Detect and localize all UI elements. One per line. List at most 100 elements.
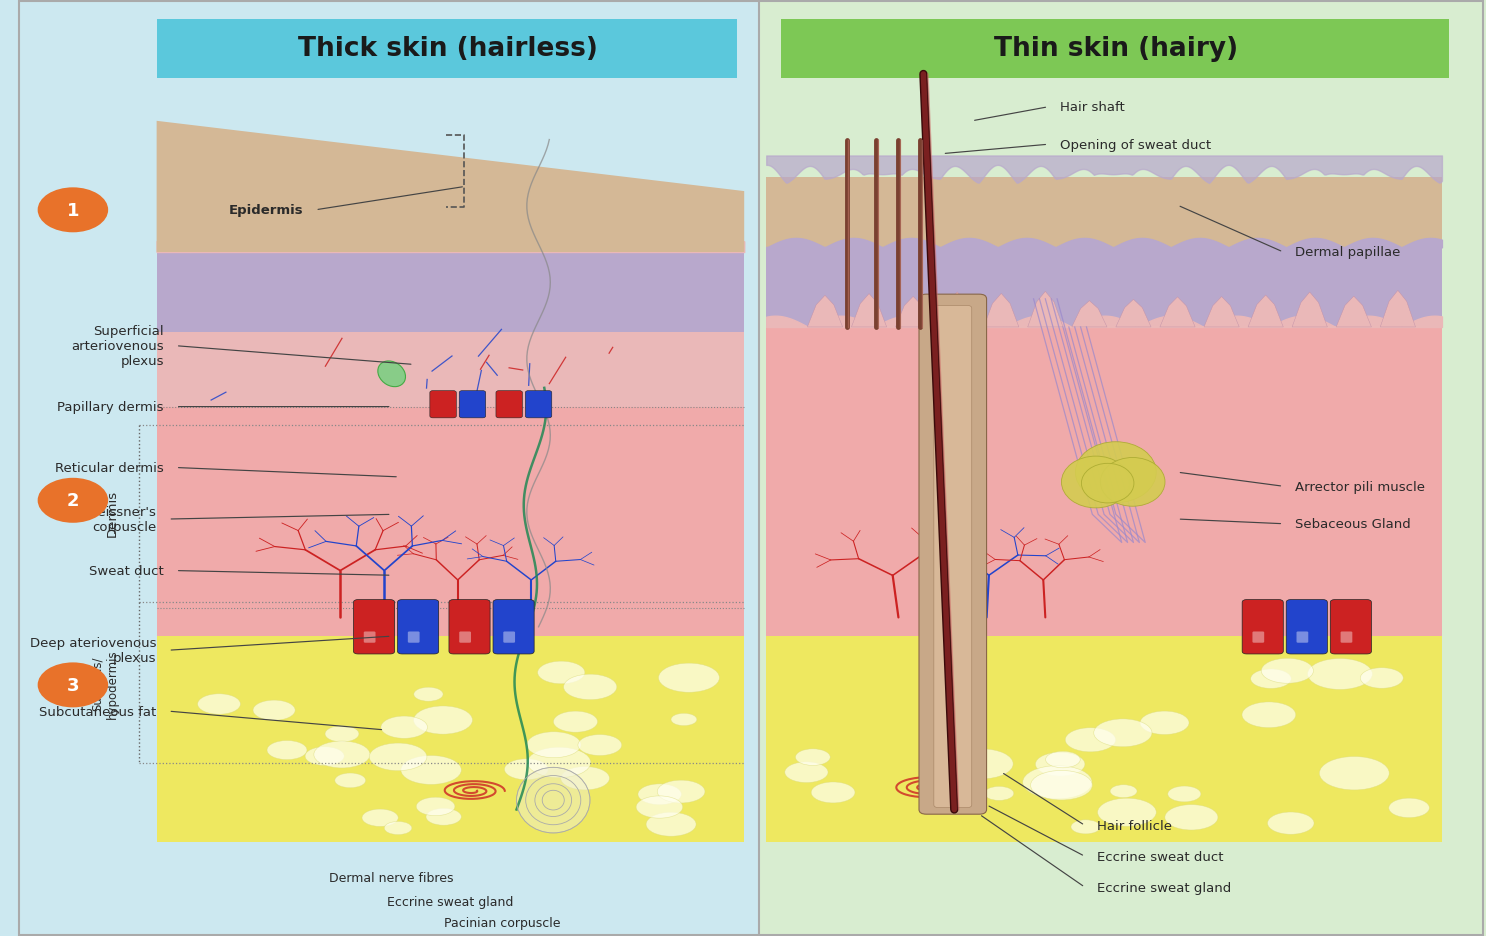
FancyBboxPatch shape — [1296, 632, 1308, 643]
Ellipse shape — [1022, 766, 1092, 799]
Ellipse shape — [657, 781, 704, 803]
Text: 2: 2 — [67, 491, 79, 510]
Ellipse shape — [636, 796, 682, 818]
Text: Sweat duct: Sweat duct — [89, 564, 163, 578]
Ellipse shape — [1168, 786, 1201, 802]
Text: Eccrine sweat gland: Eccrine sweat gland — [388, 895, 514, 908]
Text: Arrector pili muscle: Arrector pili muscle — [1294, 480, 1425, 493]
Polygon shape — [807, 296, 843, 328]
Ellipse shape — [1165, 805, 1219, 830]
FancyBboxPatch shape — [1287, 600, 1327, 654]
Text: Hair follicle: Hair follicle — [1097, 819, 1172, 832]
Polygon shape — [939, 293, 975, 328]
Text: Superficial
arteriovenous
plexus: Superficial arteriovenous plexus — [71, 325, 163, 368]
FancyBboxPatch shape — [398, 600, 438, 654]
FancyBboxPatch shape — [364, 632, 376, 643]
Ellipse shape — [1094, 719, 1152, 747]
Polygon shape — [984, 294, 1019, 328]
FancyBboxPatch shape — [496, 391, 523, 418]
Polygon shape — [1161, 298, 1195, 328]
Ellipse shape — [380, 716, 428, 739]
Polygon shape — [156, 636, 744, 842]
Polygon shape — [156, 332, 744, 407]
Ellipse shape — [1076, 443, 1156, 504]
Ellipse shape — [538, 662, 585, 684]
Text: Thick skin (hairless): Thick skin (hairless) — [297, 36, 597, 62]
Polygon shape — [156, 122, 744, 253]
Circle shape — [37, 188, 108, 233]
Ellipse shape — [426, 809, 461, 826]
FancyBboxPatch shape — [918, 295, 987, 814]
Polygon shape — [1336, 297, 1372, 328]
FancyBboxPatch shape — [449, 600, 490, 654]
Ellipse shape — [1036, 753, 1085, 776]
Polygon shape — [156, 253, 744, 332]
FancyBboxPatch shape — [459, 632, 471, 643]
Polygon shape — [1028, 292, 1062, 328]
Text: Sebaceous Gland: Sebaceous Gland — [1294, 518, 1410, 531]
Ellipse shape — [1268, 812, 1314, 834]
Polygon shape — [1380, 291, 1416, 328]
Bar — [759, 0, 1486, 936]
Ellipse shape — [1251, 669, 1291, 689]
Ellipse shape — [267, 740, 308, 760]
Polygon shape — [1204, 298, 1239, 328]
Ellipse shape — [334, 773, 366, 788]
Ellipse shape — [385, 822, 412, 835]
Ellipse shape — [795, 749, 831, 766]
Ellipse shape — [305, 747, 345, 766]
Bar — [18, 0, 759, 936]
FancyBboxPatch shape — [459, 391, 486, 418]
Ellipse shape — [1262, 659, 1314, 683]
Text: Epidermis: Epidermis — [229, 204, 303, 217]
Polygon shape — [896, 297, 930, 328]
Circle shape — [37, 478, 108, 523]
Ellipse shape — [314, 741, 370, 768]
Ellipse shape — [1308, 659, 1373, 690]
FancyBboxPatch shape — [1253, 632, 1265, 643]
Text: Papillary dermis: Papillary dermis — [58, 401, 163, 414]
FancyBboxPatch shape — [407, 632, 419, 643]
Ellipse shape — [646, 812, 695, 837]
Bar — [767, 248, 1441, 328]
Text: Dermal nerve fibres: Dermal nerve fibres — [330, 871, 453, 885]
Ellipse shape — [578, 735, 621, 755]
Text: Thin skin (hairy): Thin skin (hairy) — [994, 36, 1238, 62]
Ellipse shape — [198, 694, 241, 714]
Text: Pacinian corpuscle: Pacinian corpuscle — [444, 915, 560, 929]
Polygon shape — [1116, 300, 1152, 328]
Bar — [767, 178, 1441, 248]
Text: Eccrine sweat gland: Eccrine sweat gland — [1097, 881, 1230, 894]
Bar — [767, 636, 1441, 842]
Polygon shape — [1248, 296, 1284, 328]
FancyBboxPatch shape — [1330, 600, 1372, 654]
Text: Hair shaft: Hair shaft — [1060, 101, 1125, 114]
Ellipse shape — [1082, 464, 1134, 504]
Ellipse shape — [560, 767, 609, 790]
Ellipse shape — [1031, 770, 1092, 800]
Text: 3: 3 — [67, 676, 79, 695]
Ellipse shape — [1389, 798, 1430, 818]
FancyBboxPatch shape — [933, 306, 972, 808]
Ellipse shape — [1242, 702, 1296, 728]
Ellipse shape — [1110, 785, 1137, 797]
Ellipse shape — [1061, 457, 1131, 508]
Text: Dermis: Dermis — [106, 490, 119, 536]
Text: Subcutaneous fat: Subcutaneous fat — [40, 705, 156, 718]
Ellipse shape — [1065, 728, 1116, 752]
Ellipse shape — [1100, 458, 1165, 506]
Ellipse shape — [325, 726, 360, 742]
Text: Deep ateriovenous
plexus: Deep ateriovenous plexus — [30, 636, 156, 665]
FancyBboxPatch shape — [526, 391, 551, 418]
Circle shape — [37, 663, 108, 708]
Ellipse shape — [504, 759, 548, 780]
Text: Reticular dermis: Reticular dermis — [55, 461, 163, 475]
Ellipse shape — [1046, 752, 1080, 768]
Ellipse shape — [1098, 798, 1156, 826]
Ellipse shape — [785, 762, 828, 782]
Ellipse shape — [672, 713, 697, 726]
Ellipse shape — [1320, 756, 1389, 790]
Ellipse shape — [413, 687, 443, 701]
FancyBboxPatch shape — [429, 391, 456, 418]
FancyBboxPatch shape — [493, 600, 533, 654]
